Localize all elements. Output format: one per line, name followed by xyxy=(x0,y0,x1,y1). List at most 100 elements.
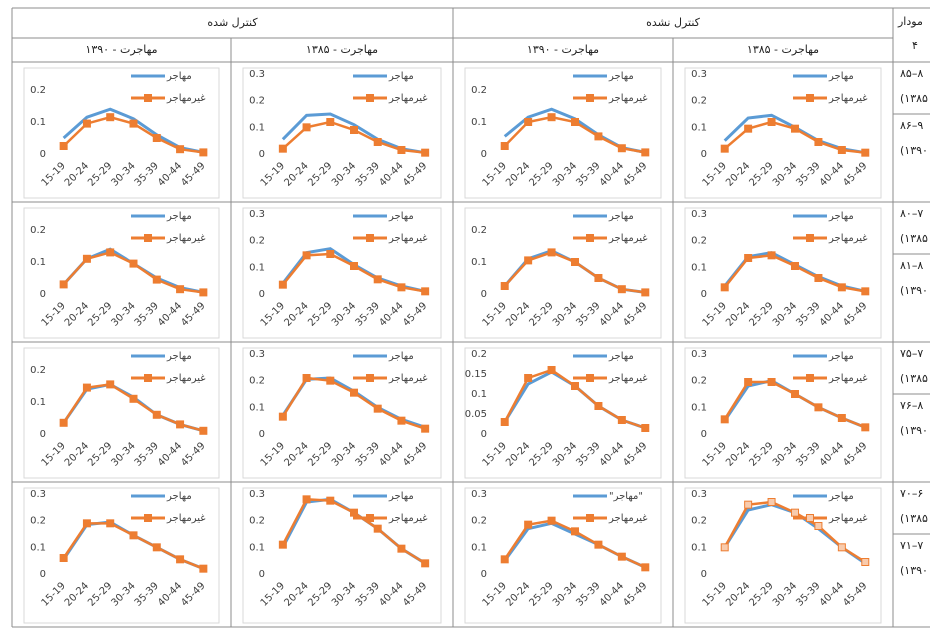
point-marker xyxy=(59,280,68,289)
point-marker xyxy=(397,544,406,553)
corner-header: مودار xyxy=(897,15,923,28)
y-tick-label: 0.2 xyxy=(30,225,46,236)
y-tick-label: 0.1 xyxy=(471,542,487,553)
point-marker xyxy=(547,248,556,257)
legend-label: مهاجر xyxy=(166,351,192,362)
row-label: ۸۵–۸ xyxy=(900,67,923,80)
y-tick-label: 0.1 xyxy=(691,542,707,553)
y-tick-label: 0.1 xyxy=(249,542,265,553)
chart-frame xyxy=(23,487,220,624)
legend-marker xyxy=(144,374,152,382)
point-marker xyxy=(199,426,208,435)
chart-frame xyxy=(242,67,442,199)
point-marker xyxy=(278,144,287,153)
y-tick-label: 0 xyxy=(701,149,707,160)
point-marker xyxy=(373,524,382,533)
point-marker xyxy=(524,118,533,126)
point-marker xyxy=(278,540,287,549)
point-marker xyxy=(326,250,335,258)
point-marker xyxy=(106,248,115,257)
sub-header: مهاجرت - ۱۳۹۰ xyxy=(85,43,157,56)
point-marker xyxy=(861,148,870,157)
row-label: (۱۳۹۰ xyxy=(900,424,928,437)
chart-frame xyxy=(464,207,662,339)
y-tick-label: 0.1 xyxy=(471,389,487,400)
legend-label: مهاجر xyxy=(166,211,192,222)
point-marker xyxy=(106,519,115,528)
y-tick-label: 0.2 xyxy=(471,225,487,236)
legend-marker xyxy=(806,514,814,522)
y-tick-label: 0.2 xyxy=(249,376,265,387)
legend-label: غیرمهاجر xyxy=(608,373,647,384)
y-tick-label: 0 xyxy=(481,569,487,580)
y-tick-label: 0.3 xyxy=(249,489,265,500)
point-marker xyxy=(350,388,358,397)
point-marker xyxy=(524,374,533,382)
y-tick-label: 0 xyxy=(481,149,487,160)
point-marker xyxy=(350,508,358,517)
legend-label: مهاجر xyxy=(828,211,854,222)
point-marker xyxy=(59,554,68,562)
legend-label: غیرمهاجر xyxy=(828,513,867,524)
y-tick-label: 0.3 xyxy=(249,69,265,80)
chart-frame xyxy=(242,207,442,339)
legend-label: غیرمهاجر xyxy=(608,93,647,104)
legend-marker xyxy=(806,94,814,102)
point-marker xyxy=(594,274,603,282)
point-marker xyxy=(373,275,382,284)
point-marker xyxy=(106,380,115,389)
point-marker xyxy=(767,118,776,126)
point-marker xyxy=(176,285,185,294)
y-tick-label: 0 xyxy=(259,569,265,580)
legend-label: مهاجر xyxy=(608,211,634,222)
legend-label: غیرمهاجر xyxy=(388,233,427,244)
legend-label: غیرمهاجر xyxy=(388,373,427,384)
point-marker xyxy=(129,394,138,403)
point-marker xyxy=(617,285,626,294)
point-marker xyxy=(720,144,729,153)
point-marker xyxy=(814,403,823,412)
point-marker xyxy=(744,124,753,133)
legend-marker xyxy=(366,374,374,382)
point-marker xyxy=(547,516,556,525)
legend-marker xyxy=(366,234,374,242)
y-tick-label: 0.3 xyxy=(691,69,707,80)
point-marker xyxy=(421,287,430,296)
point-marker xyxy=(199,288,208,297)
point-marker xyxy=(326,376,335,385)
point-marker xyxy=(861,287,870,296)
point-marker xyxy=(744,378,753,386)
legend-label: مهاجر xyxy=(166,71,192,82)
point-marker xyxy=(373,138,382,146)
y-tick-label: 0.3 xyxy=(691,349,707,360)
y-tick-label: 0.2 xyxy=(691,96,707,107)
point-marker xyxy=(302,123,311,132)
legend-marker xyxy=(366,514,374,522)
point-marker xyxy=(791,508,799,517)
point-marker xyxy=(617,144,626,153)
point-marker xyxy=(641,148,650,157)
y-tick-label: 0.1 xyxy=(249,262,265,273)
y-tick-label: 0.2 xyxy=(249,96,265,107)
point-marker xyxy=(767,498,776,506)
chart-frame xyxy=(464,487,662,624)
y-tick-label: 0.2 xyxy=(471,516,487,527)
point-marker xyxy=(278,280,287,289)
y-tick-label: 0 xyxy=(481,429,487,440)
y-tick-label: 0 xyxy=(259,149,265,160)
point-marker xyxy=(82,519,91,528)
row-label: ۷۵–۷ xyxy=(900,347,923,360)
point-marker xyxy=(129,531,138,540)
y-tick-label: 0.1 xyxy=(30,257,46,268)
y-tick-label: 0 xyxy=(40,289,46,300)
chart-frame xyxy=(464,67,662,199)
point-marker xyxy=(421,559,430,568)
legend-marker xyxy=(806,374,814,382)
point-marker xyxy=(861,423,870,432)
point-marker xyxy=(571,258,579,266)
legend-marker xyxy=(806,234,814,242)
legend-marker xyxy=(586,374,594,382)
point-marker xyxy=(59,142,68,150)
legend-label: مهاجر xyxy=(608,71,634,82)
